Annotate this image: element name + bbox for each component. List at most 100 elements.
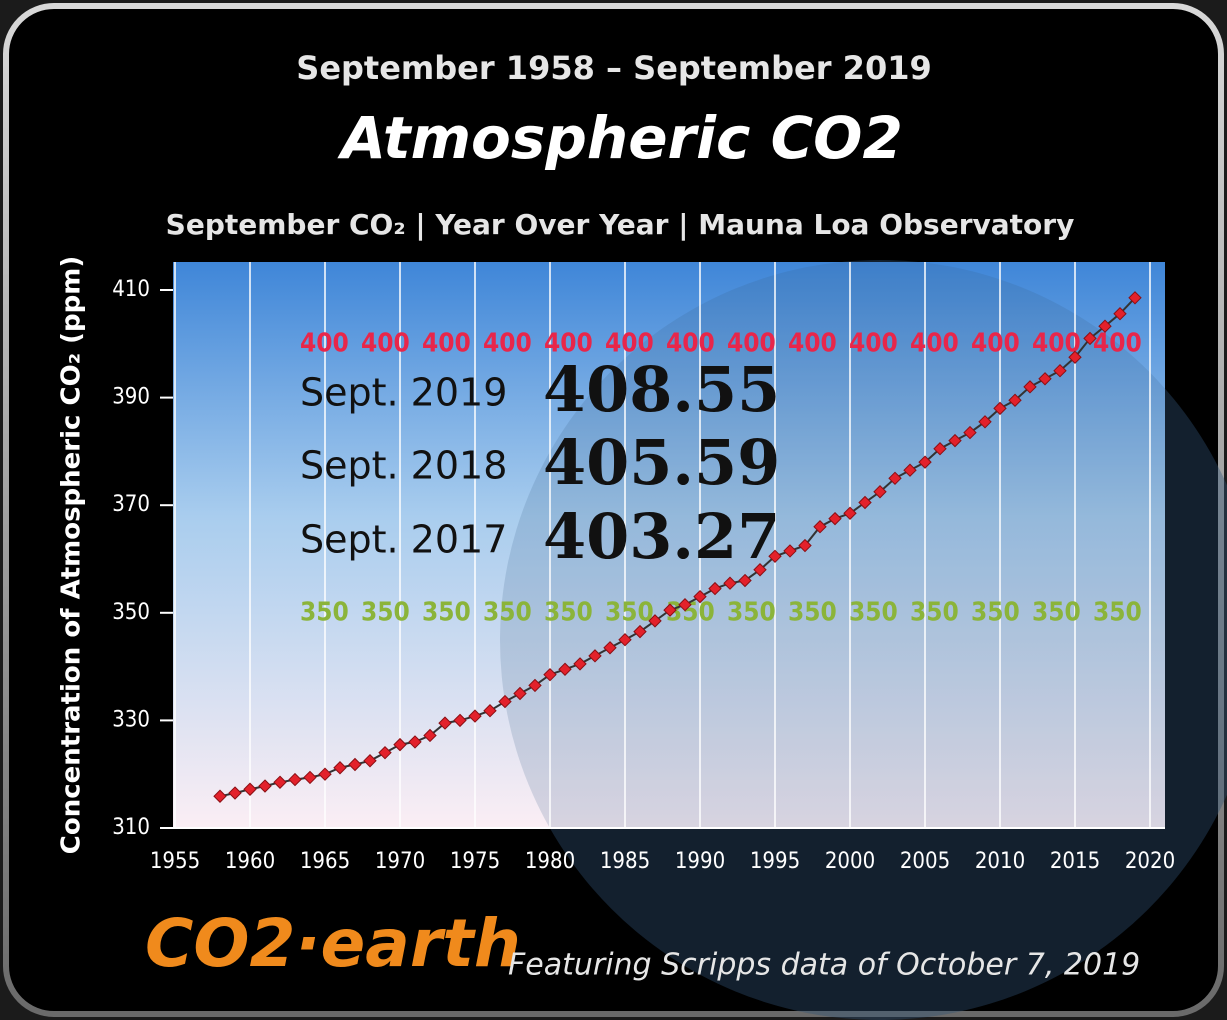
x-tick-label: 2000: [825, 849, 875, 874]
data-point: [693, 589, 707, 604]
reference-label: 400: [727, 328, 776, 358]
reference-label: 400: [361, 328, 410, 358]
x-tick-label: 1960: [225, 849, 275, 874]
data-point: [798, 538, 812, 553]
data-point: [363, 754, 377, 768]
chart-title: Atmospheric CO2: [337, 104, 903, 172]
data-point: [648, 614, 662, 628]
data-point: [813, 520, 827, 534]
data-point: [1053, 363, 1067, 378]
x-tick-label: 1955: [150, 849, 200, 874]
reference-label: 400: [544, 328, 593, 358]
data-point: [573, 657, 587, 671]
data-point: [873, 485, 887, 499]
data-point: [423, 728, 437, 743]
reference-label: 350: [1093, 597, 1142, 627]
data-point: [993, 401, 1007, 416]
reference-label: 400: [605, 328, 654, 358]
data-point: [318, 767, 332, 781]
data-point: [273, 775, 287, 789]
data-point: [678, 598, 692, 612]
reference-label: 400: [788, 328, 837, 358]
y-tick-label: 390: [112, 385, 150, 410]
data-point: [303, 770, 317, 785]
reference-label: 350: [605, 597, 654, 627]
annotation-value: 405.59: [543, 426, 780, 499]
logo: CO2·earth: [145, 905, 521, 982]
reference-label: 400: [1093, 328, 1142, 358]
x-tick-label: 1990: [675, 849, 725, 874]
data-point: [723, 576, 737, 590]
supertitle: September 1958 – September 2019: [296, 49, 931, 87]
subtitle: September CO₂ | Year Over Year | Mauna L…: [166, 208, 1075, 241]
data-point: [828, 511, 842, 526]
data-point: [393, 737, 407, 752]
reference-label: 350: [1032, 597, 1081, 627]
data-point: [258, 779, 272, 793]
data-point: [1098, 319, 1112, 333]
footer: Featuring Scripps data of October 7, 201…: [508, 948, 1140, 983]
reference-label: 350: [849, 597, 898, 627]
reference-label: 400: [910, 328, 959, 358]
data-point: [963, 425, 977, 440]
reference-label: 400: [483, 328, 532, 358]
data-point: [978, 415, 992, 429]
data-point: [663, 603, 677, 617]
reference-label: 350: [300, 597, 349, 627]
data-point: [708, 581, 722, 596]
data-point: [378, 745, 392, 760]
data-point: [738, 573, 752, 588]
x-tick-label: 2020: [1125, 849, 1175, 874]
data-point: [888, 471, 902, 486]
data-point: [348, 757, 362, 772]
data-point: [453, 713, 467, 728]
reference-label: 400: [300, 328, 349, 358]
data-point: [483, 704, 497, 718]
reference-label: 350: [971, 597, 1020, 627]
data-point: [918, 455, 932, 469]
x-tick-label: 2010: [975, 849, 1025, 874]
y-tick-label: 350: [112, 600, 150, 625]
data-point: [408, 735, 422, 749]
reference-label: 350: [544, 597, 593, 627]
data-point: [243, 782, 257, 796]
reference-label: 350: [727, 597, 776, 627]
data-point: [558, 662, 572, 676]
x-tick-label: 1965: [300, 849, 350, 874]
x-tick-label: 1995: [750, 849, 800, 874]
data-point: [1038, 372, 1052, 386]
data-point: [903, 463, 917, 477]
globe-overlay: [500, 260, 1227, 1020]
y-tick-label: 310: [112, 815, 150, 840]
data-point: [513, 686, 527, 701]
x-tick-label: 1970: [375, 849, 425, 874]
y-tick-label: 370: [112, 492, 150, 517]
data-point: [333, 761, 347, 775]
x-tick-label: 1980: [525, 849, 575, 874]
reference-label: 350: [422, 597, 471, 627]
data-point: [543, 667, 557, 682]
reference-label: 400: [666, 328, 715, 358]
data-point: [288, 772, 302, 787]
reference-label: 350: [910, 597, 959, 627]
reference-label: 350: [361, 597, 410, 627]
data-point: [1023, 380, 1037, 394]
reference-label: 400: [849, 328, 898, 358]
y-tick-label: 410: [112, 277, 150, 302]
x-tick-label: 2005: [900, 849, 950, 874]
data-point: [468, 709, 482, 723]
data-point: [1128, 291, 1142, 305]
data-point: [783, 544, 797, 558]
reference-label: 350: [788, 597, 837, 627]
annotation-label: Sept. 2017: [300, 518, 507, 562]
annotation-value: 408.55: [543, 353, 780, 426]
data-point: [498, 694, 512, 709]
x-tick-label: 1985: [600, 849, 650, 874]
data-point: [948, 433, 962, 448]
data-point: [528, 678, 542, 693]
reference-label: 400: [971, 328, 1020, 358]
data-point: [1083, 331, 1097, 346]
reference-label: 400: [422, 328, 471, 358]
